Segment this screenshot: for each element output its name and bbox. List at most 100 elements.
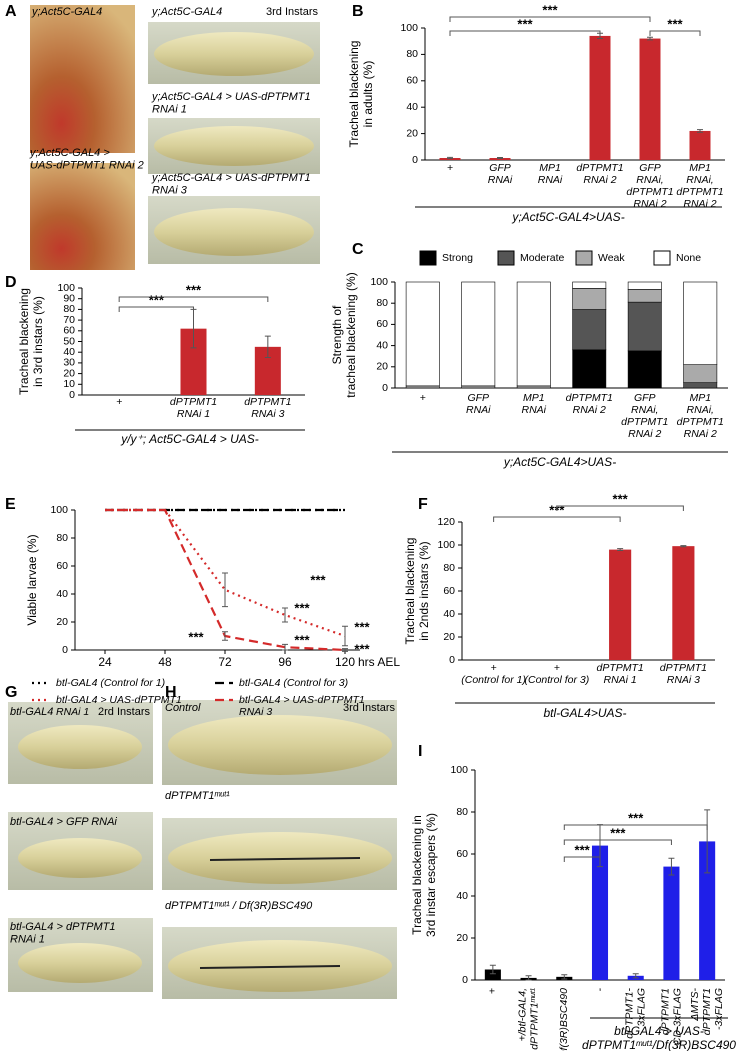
error-bar (282, 607, 288, 623)
y-tick-label: 0 (69, 389, 75, 401)
significance-bracket (563, 839, 672, 845)
error-bar (489, 964, 496, 975)
significance-bracket (649, 30, 701, 36)
bar (689, 130, 711, 160)
y-tick-label: 60 (406, 75, 418, 87)
annotation: *** (354, 641, 370, 656)
bar (589, 35, 611, 160)
photo-label: Control (165, 702, 201, 714)
y-tick-label: 20 (456, 932, 468, 944)
y-tick-label: 80 (443, 562, 455, 574)
x-tick-label: dPTPMT1 RNAi 2 (566, 392, 613, 416)
legend-label: btl-GAL4 > UAS-dPTPMT1 RNAi 3 (239, 694, 365, 718)
y-tick-label: 100 (370, 276, 388, 288)
x-axis-label: btl-GAL4 > UAS-dPTPMT1ᵐᵘᵗ¹/Df(3R)BSC490 (582, 1024, 736, 1051)
larva (18, 725, 142, 769)
significance-bracket (563, 856, 601, 862)
panel-label: C (352, 241, 364, 258)
annotation: *** (294, 600, 310, 615)
photo-label: y;Act5C-GAL4 (31, 6, 102, 18)
bar-segment (461, 281, 496, 387)
y-tick-label: 0 (449, 654, 455, 666)
annotation: *** (628, 810, 644, 825)
y-tick-label: 60 (456, 848, 468, 860)
legend-swatch (653, 250, 671, 266)
significance-bracket (563, 824, 708, 830)
bar-segment (516, 281, 551, 387)
x-tick-label: MP1 RNAi, dPTPMT1 RNAi 2 (677, 392, 724, 440)
error-bar (647, 36, 653, 41)
legend-label: Strong (442, 252, 473, 264)
y-tick-label: 20 (56, 616, 68, 628)
x-tick-label: dPTPMT1-3xFLAG (623, 988, 647, 1039)
error-bar (561, 974, 568, 980)
bar (609, 549, 632, 660)
y-tick-label: 120 (437, 516, 455, 528)
x-tick-label: 48 (158, 655, 172, 669)
y-tick-label: 40 (376, 339, 388, 351)
x-tick-label: + (Control for 3) (524, 662, 589, 686)
y-axis-label: Tracheal blackeningin adults (%) (347, 41, 375, 148)
error-bar (668, 857, 675, 876)
larva (168, 715, 392, 775)
y-tick-label: 80 (63, 303, 75, 315)
x-tick-label: ΔMTS-dPTPMT1-3xFLAG (689, 988, 725, 1036)
y-tick-label: 60 (63, 325, 75, 337)
photos (8, 5, 397, 999)
y-tick-label: 100 (400, 22, 418, 34)
significance-bracket (118, 296, 269, 302)
panel-label: E (5, 496, 16, 513)
photo-label: 2rd Instars (98, 706, 150, 718)
bar-segment (572, 309, 607, 351)
photo-label: 3rd Instars (343, 702, 395, 714)
bar (663, 866, 680, 980)
error-bar (222, 572, 228, 608)
panel-label: B (352, 3, 364, 20)
x-tick-label: MP1 RNAi (521, 392, 546, 416)
bar-segment (683, 382, 718, 389)
error-bar (282, 643, 288, 651)
y-tick-label: 10 (63, 378, 75, 390)
y-tick-label: 0 (382, 382, 388, 394)
annotation: *** (613, 491, 629, 506)
bar-segment (572, 288, 607, 310)
x-tick-label: GFP RNAi (488, 162, 513, 186)
x-tick-label: +/Df(3R)BSC490 (558, 988, 570, 1051)
significance-bracket (493, 516, 621, 522)
annotation: *** (149, 292, 165, 307)
photo-label: y;Act5C-GAL4 > UAS-dPTPMT1 RNAi 3 (151, 172, 311, 197)
x-axis-label: hrs AEL (358, 655, 400, 669)
panel-label: I (418, 743, 422, 760)
bar-segment (516, 385, 551, 389)
y-axis-label: Tracheal blackeningin 3rd instars (%) (17, 288, 45, 395)
annotation: *** (354, 619, 370, 634)
y-tick-label: 0 (412, 154, 418, 166)
x-axis-label: y/y⁺; Act5C-GAL4 > UAS- (120, 432, 259, 446)
y-tick-label: 40 (56, 588, 68, 600)
legend-label: Moderate (520, 252, 565, 264)
annotation: *** (610, 825, 626, 840)
photo-label: y;Act5C-GAL4 (151, 6, 222, 18)
y-tick-label: 80 (56, 532, 68, 544)
annotation: *** (517, 16, 533, 31)
error-bar (680, 545, 687, 548)
photo-label: dPTPMT1ᵐᵘᵗ¹ / Df(3R)BSC490 (165, 900, 313, 912)
y-tick-label: 20 (443, 631, 455, 643)
y-tick-label: 30 (63, 357, 75, 369)
x-tick-label: + (487, 988, 499, 994)
y-tick-label: 60 (56, 560, 68, 572)
x-tick-label: + (420, 392, 426, 404)
x-axis-label: y;Act5C-GAL4>UAS- (503, 455, 616, 469)
photo-label: btl-GAL4 > dPTPMT1 RNAi 1 (10, 921, 115, 946)
y-tick-label: 60 (443, 585, 455, 597)
bar (699, 841, 716, 980)
error-bar (704, 809, 711, 874)
photo-label: btl-GAL4 > GFP RNAi (10, 816, 117, 828)
x-tick-label: dPTPMT1 RNAi 3 (244, 396, 291, 420)
annotation: *** (575, 842, 591, 857)
y-tick-label: 0 (462, 974, 468, 986)
panel-label: F (418, 496, 428, 513)
y-tick-label: 40 (456, 890, 468, 902)
error-bar (617, 548, 624, 552)
error-bar (525, 975, 532, 981)
